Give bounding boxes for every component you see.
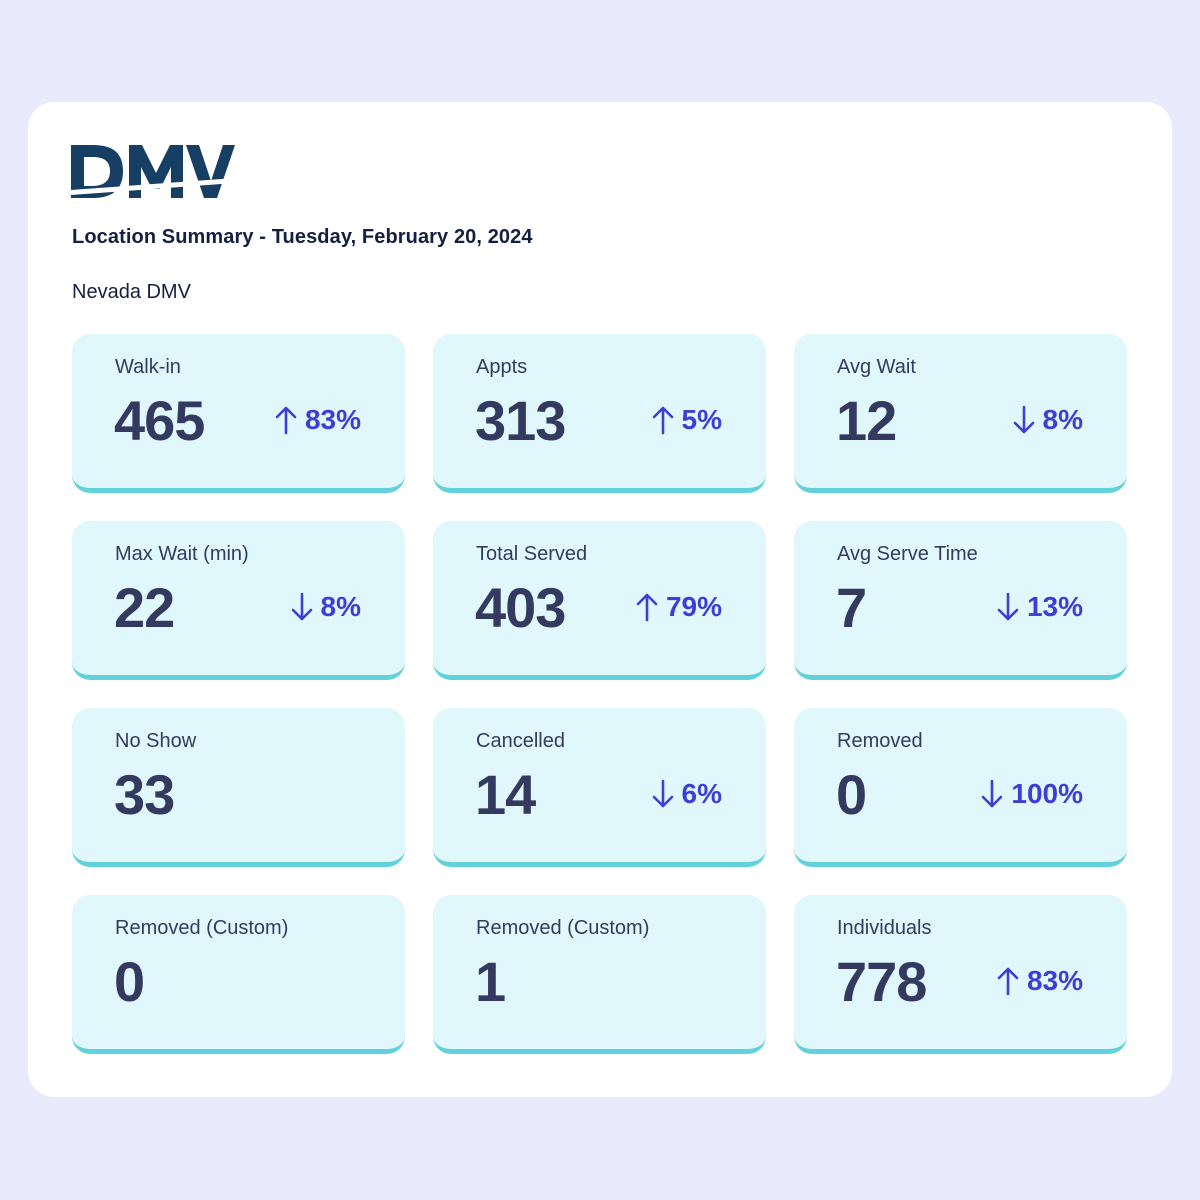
arrow-up-icon	[997, 967, 1019, 996]
metric-card-avg-wait: Avg Wait 12 8%	[794, 334, 1127, 493]
metric-value: 778	[836, 950, 927, 1013]
metric-change-value: 100%	[1011, 778, 1083, 809]
metric-card-removed-custom-1: Removed (Custom) 0	[72, 895, 405, 1054]
metric-value: 7	[836, 576, 867, 639]
metric-label: Avg Serve Time	[837, 543, 978, 565]
arrow-down-icon	[291, 592, 312, 621]
metric-change-value: 83%	[304, 404, 361, 435]
location-name: Nevada DMV	[72, 281, 191, 303]
metric-card-cancelled: Cancelled 14 6%	[433, 708, 766, 867]
metric-label: Total Served	[476, 543, 588, 565]
metric-value: 0	[114, 950, 145, 1013]
metric-card-no-show: No Show 33	[72, 708, 405, 867]
metric-value: 22	[114, 576, 175, 639]
metric-card-total-served: Total Served 403 79%	[433, 521, 766, 680]
metric-value: 1	[475, 950, 506, 1013]
metric-change: 83%	[275, 404, 361, 436]
arrow-up-icon	[652, 406, 673, 435]
metric-change-value: 79%	[665, 591, 722, 622]
metric-change-value: 8%	[1042, 404, 1083, 435]
metric-change: 8%	[291, 591, 361, 623]
metric-label: Avg Wait	[837, 356, 916, 378]
metric-change: 8%	[1013, 404, 1083, 436]
metric-label: Appts	[476, 356, 528, 378]
arrow-down-icon	[652, 779, 673, 808]
metric-card-max-wait: Max Wait (min) 22 8%	[72, 521, 405, 680]
metric-card-individuals: Individuals 778 83%	[794, 895, 1127, 1054]
metric-change: 79%	[636, 591, 722, 623]
metric-change-value: 83%	[1026, 965, 1083, 996]
page-title: Location Summary - Tuesday, February 20,…	[72, 226, 533, 248]
metric-change-value: 8%	[320, 591, 361, 622]
metric-card-removed-custom-2: Removed (Custom) 1	[433, 895, 766, 1054]
metric-change-value: 6%	[681, 778, 722, 809]
metric-label: Removed	[837, 730, 923, 752]
metric-card-removed: Removed 0 100%	[794, 708, 1127, 867]
metric-change-value: 13%	[1026, 591, 1083, 622]
arrow-down-icon	[982, 779, 1003, 808]
metric-value: 465	[114, 389, 205, 452]
metric-change: 13%	[997, 591, 1083, 623]
metric-card-avg-serve-time: Avg Serve Time 7 13%	[794, 521, 1127, 680]
arrow-down-icon	[1013, 405, 1034, 434]
metric-label: Removed (Custom)	[115, 917, 289, 939]
metric-change: 100%	[981, 778, 1083, 810]
metric-card-appts: Appts 313 5%	[433, 334, 766, 493]
arrow-up-icon	[275, 406, 297, 435]
dmv-logo	[71, 145, 235, 198]
metric-label: Max Wait (min)	[115, 543, 249, 565]
metric-value: 313	[475, 389, 566, 452]
metric-label: Removed (Custom)	[476, 917, 650, 939]
metric-label: Individuals	[837, 917, 932, 939]
metric-label: Walk-in	[115, 356, 181, 378]
metric-label: Cancelled	[476, 730, 565, 752]
location-summary-panel: Location Summary - Tuesday, February 20,…	[28, 102, 1172, 1097]
metric-value: 0	[836, 763, 867, 826]
metric-value: 33	[114, 763, 175, 826]
metric-label: No Show	[115, 730, 197, 752]
metric-value: 403	[475, 576, 566, 639]
metric-card-walk-in: Walk-in 465 83%	[72, 334, 405, 493]
metric-value: 14	[475, 763, 536, 826]
metric-change-value: 5%	[681, 404, 722, 435]
metric-value: 12	[836, 389, 897, 452]
arrow-down-icon	[997, 592, 1019, 621]
metric-change: 5%	[652, 404, 722, 436]
arrow-up-icon	[636, 593, 658, 622]
metric-change: 6%	[652, 778, 722, 810]
metric-change: 83%	[997, 965, 1083, 997]
